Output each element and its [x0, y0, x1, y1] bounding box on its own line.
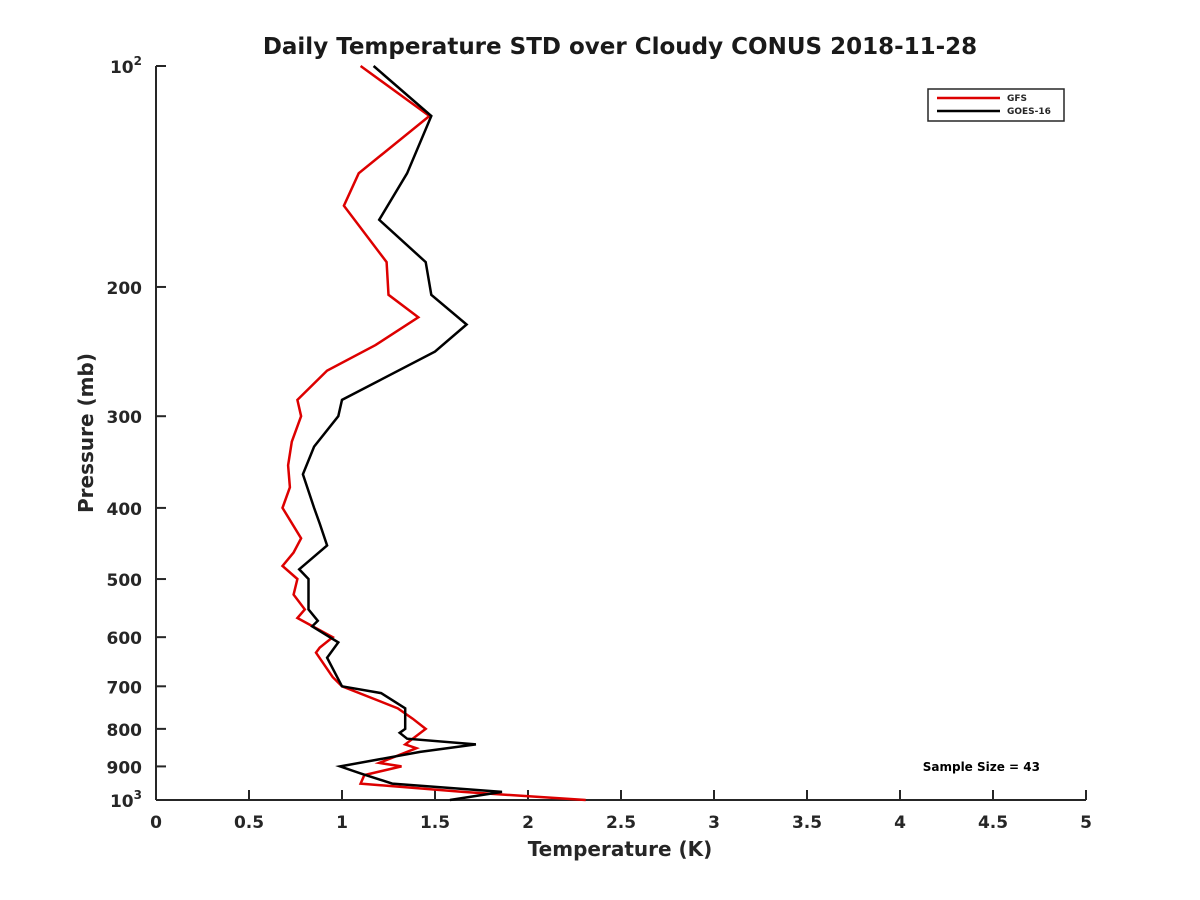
y-tick-label-base: 300 — [107, 408, 143, 428]
y-tick-label: 103 — [110, 788, 142, 812]
x-tick-label: 3 — [708, 813, 720, 833]
x-tick-label: 3.5 — [792, 813, 822, 833]
series-line-gfs — [280, 64, 586, 802]
y-tick-label-exponent: 2 — [134, 54, 142, 68]
x-tick-label: 2.5 — [606, 813, 636, 833]
y-tick-label-base: 600 — [107, 629, 143, 649]
y-tick-label: 900 — [107, 758, 143, 778]
x-tick-label: 2 — [522, 813, 534, 833]
legend-label: GFS — [1007, 94, 1027, 104]
legend-entries: GFS GOES-16 — [937, 94, 1051, 117]
y-tick-label-base: 400 — [107, 500, 143, 520]
y-tick-label: 102 — [110, 54, 142, 78]
y-tick-label-base: 700 — [107, 678, 143, 698]
y-tick-label-base: 900 — [107, 758, 143, 778]
legend: GFS GOES-16 — [927, 88, 1065, 122]
y-tick-label-base: 10 — [110, 58, 134, 78]
y-tick-label-exponent: 3 — [134, 788, 142, 802]
sample-size-annotation: Sample Size = 43 — [923, 760, 1040, 774]
y-tick-label-base: 200 — [107, 279, 143, 299]
y-tick-label: 800 — [107, 721, 143, 741]
y-tick-label: 600 — [107, 629, 143, 649]
x-tick-label: 1 — [336, 813, 348, 833]
y-tick-label-base: 800 — [107, 721, 143, 741]
x-tick-label: 1.5 — [420, 813, 450, 833]
x-tick-label: 4.5 — [978, 813, 1008, 833]
x-axis-label: Temperature (K) — [528, 837, 713, 861]
legend-box — [927, 88, 1065, 122]
y-tick-label: 400 — [107, 500, 143, 520]
y-tick-label: 700 — [107, 678, 143, 698]
x-tick-label: 0.5 — [234, 813, 264, 833]
x-ticks: 0 0.5 1 1.5 2 2.5 3 3.5 4 4.5 5 — [150, 790, 1092, 833]
x-tick-label: 4 — [894, 813, 906, 833]
x-tick-label: 0 — [150, 813, 162, 833]
x-tick-label: 5 — [1080, 813, 1092, 833]
y-axis-label: Pressure (mb) — [74, 353, 98, 513]
chart-title: Daily Temperature STD over Cloudy CONUS … — [263, 34, 977, 60]
y-tick-label-base: 500 — [107, 571, 143, 591]
series-line-goes-16 — [297, 65, 503, 802]
legend-label: GOES-16 — [1007, 107, 1051, 117]
y-tick-label: 500 — [107, 571, 143, 591]
y-tick-label: 200 — [107, 279, 143, 299]
series-lines — [280, 64, 586, 802]
y-tick-label: 300 — [107, 408, 143, 428]
y-tick-label-base: 10 — [110, 792, 134, 812]
